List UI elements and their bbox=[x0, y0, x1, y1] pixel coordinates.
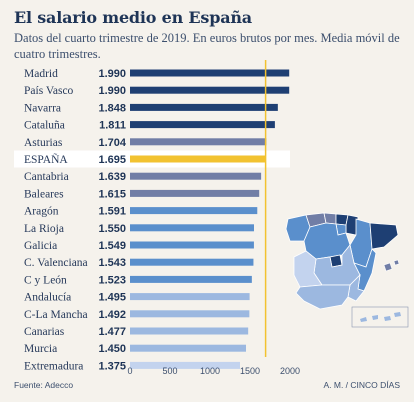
value-label: 1.990 bbox=[98, 68, 126, 80]
bar bbox=[130, 275, 252, 283]
value-label: 1.477 bbox=[98, 326, 126, 338]
value-label: 1.639 bbox=[98, 171, 126, 183]
value-label: 1.543 bbox=[98, 257, 126, 269]
value-label: 1.591 bbox=[98, 206, 126, 218]
value-label: 1.492 bbox=[98, 309, 126, 321]
category-label: La Rioja bbox=[24, 223, 64, 235]
bar bbox=[130, 310, 250, 318]
bar bbox=[130, 293, 250, 301]
category-label: ESPAÑA bbox=[24, 152, 68, 166]
bar bbox=[130, 327, 249, 335]
category-label: País Vasco bbox=[24, 85, 74, 97]
bar bbox=[130, 224, 254, 232]
category-label: C. Valenciana bbox=[24, 257, 88, 269]
x-tick-label: 1500 bbox=[240, 366, 260, 376]
value-label: 1.550 bbox=[98, 223, 126, 235]
category-label: Andalucía bbox=[24, 292, 71, 304]
category-label: Murcia bbox=[24, 343, 57, 355]
bar bbox=[130, 155, 266, 163]
value-label: 1.450 bbox=[98, 343, 126, 355]
x-tick-label: 2000 bbox=[280, 366, 300, 376]
bar bbox=[130, 241, 254, 249]
bar bbox=[130, 86, 290, 94]
value-label: 1.704 bbox=[98, 137, 126, 149]
spain-map-icon bbox=[285, 212, 409, 328]
category-label: Canarias bbox=[24, 326, 65, 338]
chart-title: El salario medio en España bbox=[14, 8, 252, 27]
category-label: C y León bbox=[24, 274, 67, 286]
category-label: C-La Mancha bbox=[24, 309, 88, 321]
value-label: 1.695 bbox=[98, 154, 126, 166]
bar bbox=[130, 258, 254, 266]
value-label: 1.375 bbox=[98, 360, 126, 372]
category-label: Cantabria bbox=[24, 171, 69, 183]
category-label: Navarra bbox=[24, 102, 61, 114]
bar bbox=[130, 344, 246, 352]
source-note: Fuente: Adecco bbox=[14, 380, 74, 390]
category-label: Baleares bbox=[24, 188, 64, 200]
value-label: 1.811 bbox=[99, 120, 126, 132]
value-label: 1.523 bbox=[98, 274, 126, 286]
bar bbox=[130, 172, 262, 180]
value-label: 1.495 bbox=[98, 292, 126, 304]
value-label: 1.549 bbox=[98, 240, 126, 252]
category-label: Asturias bbox=[24, 137, 63, 149]
bar bbox=[130, 189, 260, 197]
category-label: Aragón bbox=[24, 206, 59, 218]
category-label: Madrid bbox=[24, 68, 58, 80]
category-label: Cataluña bbox=[24, 120, 65, 132]
bar bbox=[130, 103, 278, 111]
x-tick-label: 500 bbox=[162, 366, 177, 376]
x-tick-label: 0 bbox=[127, 366, 132, 376]
chart-subtitle: Datos del cuarto trimestre de 2019. En e… bbox=[14, 31, 400, 61]
credit-note: A. M. / CINCO DÍAS bbox=[323, 380, 400, 390]
x-tick-label: 1000 bbox=[200, 366, 220, 376]
bar bbox=[130, 361, 240, 369]
bar bbox=[130, 121, 275, 129]
category-label: Extremadura bbox=[24, 360, 83, 372]
bar bbox=[130, 69, 290, 77]
bar bbox=[130, 138, 267, 146]
bar bbox=[130, 207, 258, 215]
category-label: Galicia bbox=[24, 240, 57, 252]
value-label: 1.615 bbox=[98, 188, 126, 200]
value-label: 1.990 bbox=[98, 85, 126, 97]
value-label: 1.848 bbox=[98, 102, 126, 114]
